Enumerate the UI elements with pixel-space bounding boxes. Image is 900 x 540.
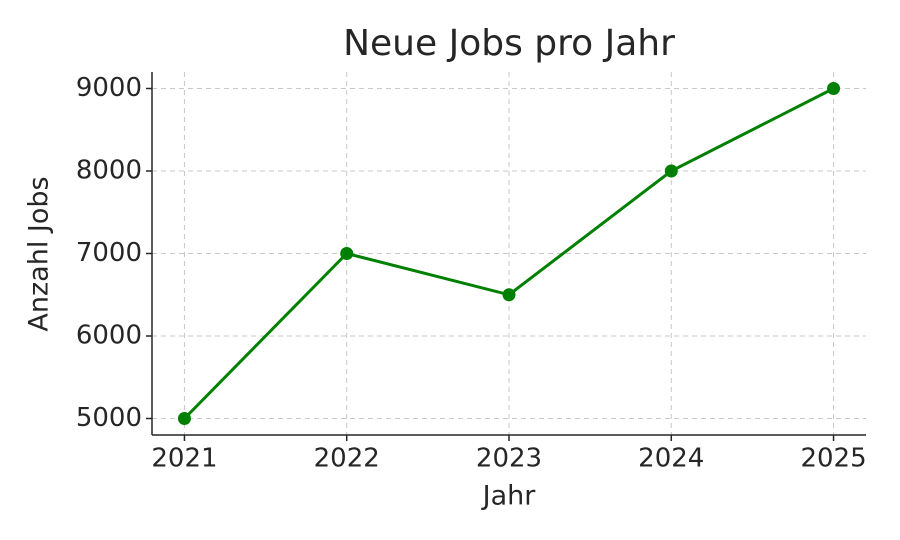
data-point bbox=[502, 288, 516, 302]
y-axis-label: Anzahl Jobs bbox=[24, 176, 55, 331]
x-tick-label: 2021 bbox=[151, 444, 217, 474]
x-tick-label: 2023 bbox=[476, 444, 542, 474]
x-tick-label: 2025 bbox=[800, 444, 866, 474]
data-point bbox=[177, 412, 191, 425]
y-tick-label: 5000 bbox=[76, 403, 142, 433]
y-tick-label: 7000 bbox=[76, 238, 142, 268]
data-point bbox=[827, 82, 841, 95]
y-tick-label: 6000 bbox=[76, 321, 142, 351]
x-tick-label: 2024 bbox=[638, 444, 704, 474]
chart-title: Neue Jobs pro Jahr bbox=[343, 23, 675, 64]
x-tick-label: 2022 bbox=[314, 444, 380, 474]
data-point bbox=[340, 247, 354, 260]
x-axis-label: Jahr bbox=[481, 481, 537, 512]
y-tick-label: 9000 bbox=[76, 73, 142, 103]
y-tick-label: 8000 bbox=[76, 156, 142, 186]
data-point bbox=[664, 164, 678, 178]
